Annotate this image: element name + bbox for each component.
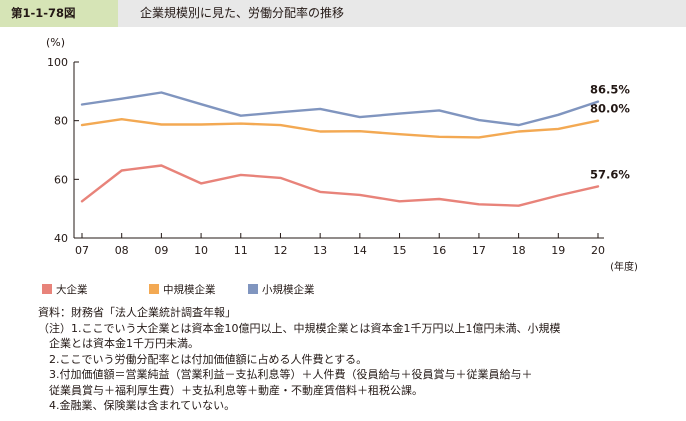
figure-title: 企業規模別に見た、労働分配率の推移 bbox=[140, 6, 345, 20]
x-tick-label: 07 bbox=[75, 244, 89, 257]
x-tick-label: 09 bbox=[154, 244, 168, 257]
chart-legend: 大企業 中規模企業 小規模企業 bbox=[0, 281, 686, 297]
legend-item: 小規模企業 bbox=[248, 281, 315, 297]
y-tick-label: 40 bbox=[54, 232, 68, 245]
legend-item: 中規模企業 bbox=[149, 281, 216, 297]
x-tick-label: 10 bbox=[194, 244, 208, 257]
note-line: 企業とは資本金1千万円未満。 bbox=[49, 337, 199, 350]
legend-label: 中規模企業 bbox=[163, 283, 216, 296]
legend-swatch bbox=[42, 284, 52, 294]
series-line bbox=[80, 91, 600, 127]
series-end-label: 86.5% bbox=[590, 83, 630, 97]
figure-number: 第1-1-78図 bbox=[0, 0, 118, 27]
figure-header: 第1-1-78図 企業規模別に見た、労働分配率の推移 bbox=[0, 0, 686, 27]
y-tick-label: 60 bbox=[54, 173, 68, 186]
legend-swatch bbox=[149, 284, 159, 294]
x-tick-label: 13 bbox=[313, 244, 327, 257]
x-axis-label: (年度) bbox=[610, 260, 638, 273]
note-line: 2.ここでいう労働分配率とは付加価値額に占める人件費とする。 bbox=[49, 352, 368, 366]
chart-notes: 資料：財務省「法人企業統計調査年報」 （注）1.ここでいう大企業とは資本金10億… bbox=[38, 305, 678, 414]
x-tick-label: 17 bbox=[472, 244, 486, 257]
y-axis-label: (%) bbox=[46, 36, 65, 49]
y-tick-label: 80 bbox=[54, 115, 68, 128]
x-tick-label: 14 bbox=[353, 244, 367, 257]
x-tick-label: 15 bbox=[393, 244, 407, 257]
note-line: 4.金融業、保険業は含まれていない。 bbox=[49, 399, 236, 412]
legend-swatch bbox=[248, 284, 258, 294]
x-tick-label: 11 bbox=[234, 244, 248, 257]
y-tick-label: 100 bbox=[47, 56, 68, 69]
note-line: 従業員賞与＋福利厚生費）＋支払利息等＋動産・不動産賃借料＋租税公課。 bbox=[49, 383, 423, 397]
x-tick-label: 12 bbox=[273, 244, 287, 257]
series-line bbox=[80, 117, 600, 139]
legend-label: 小規模企業 bbox=[262, 283, 315, 296]
x-tick-label: 19 bbox=[551, 244, 565, 257]
x-tick-label: 20 bbox=[591, 244, 605, 257]
note-line: 3.付加価値額＝営業純益（営業利益－支払利息等）＋人件費（役員給与＋役員賞与＋従… bbox=[49, 368, 533, 381]
legend-item: 大企業 bbox=[42, 281, 88, 297]
note-line: （注）1.ここでいう大企業とは資本金10億円以上、中規模企業とは資本金1千万円以… bbox=[38, 321, 561, 335]
legend-label: 大企業 bbox=[56, 283, 88, 296]
x-tick-label: 18 bbox=[512, 244, 526, 257]
x-tick-label: 16 bbox=[432, 244, 446, 257]
series-end-label: 57.6% bbox=[590, 167, 630, 181]
x-tick-label: 08 bbox=[115, 244, 129, 257]
series-line bbox=[80, 164, 600, 207]
series-end-label: 80.0% bbox=[590, 102, 630, 116]
source-note: 資料：財務省「法人企業統計調査年報」 bbox=[38, 306, 236, 319]
labor-share-line-chart: (%) 40 60 80 100 07 08 09 10 11 12 13 14 15 16 17 18 19 20… bbox=[46, 36, 638, 273]
